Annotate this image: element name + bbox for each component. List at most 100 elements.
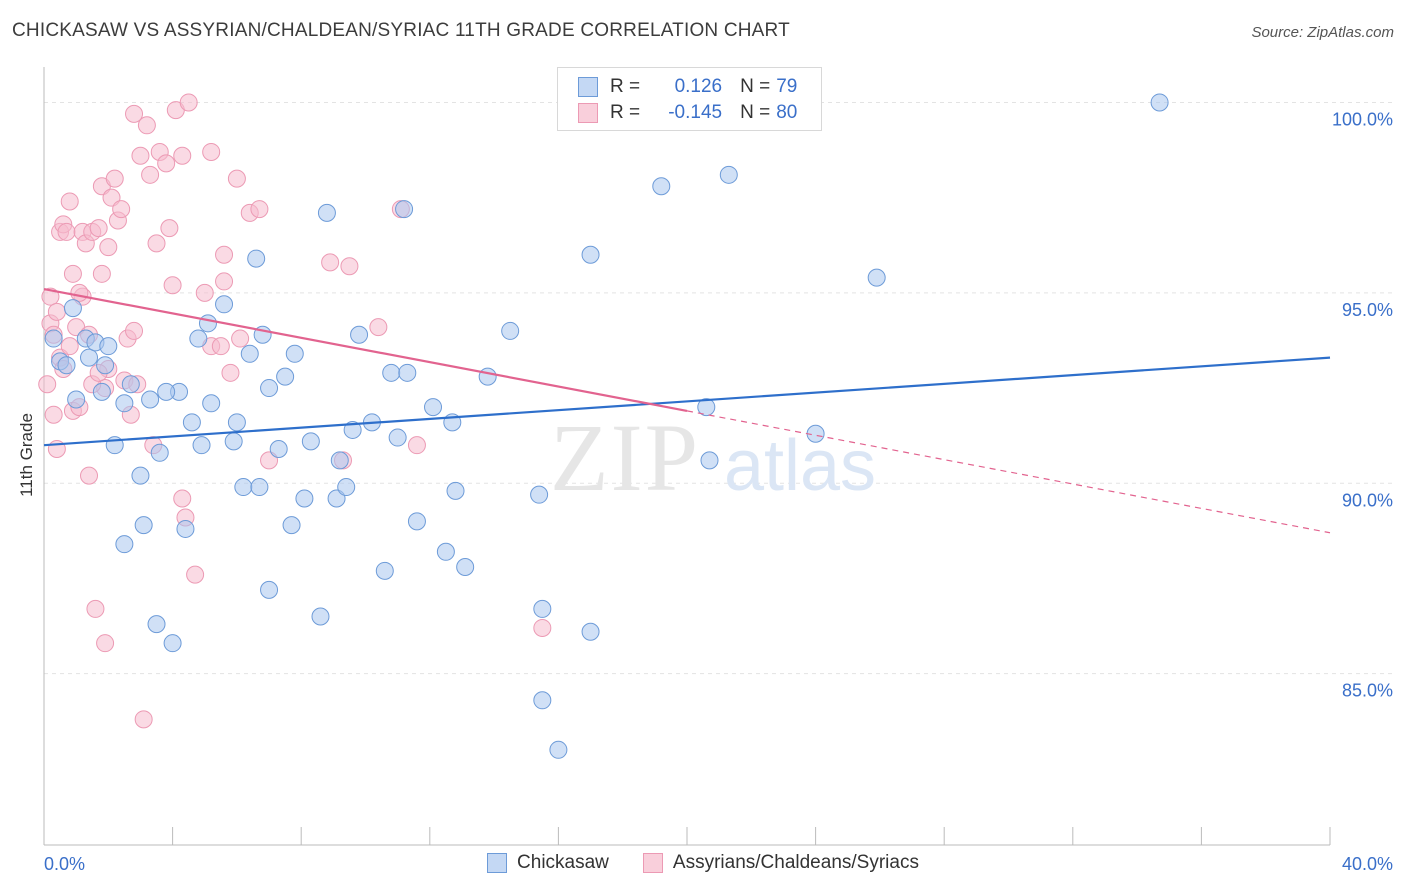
data-point-assyrians	[173, 489, 192, 508]
legend-row-chickasaw: R = 0.126 N = 79	[578, 75, 797, 99]
data-point-chickasaw	[192, 436, 211, 455]
data-point-chickasaw	[388, 428, 407, 447]
data-point-chickasaw	[269, 439, 288, 458]
data-point-chickasaw	[311, 607, 330, 626]
data-point-chickasaw	[867, 268, 886, 287]
x-tick-label: 0.0%	[44, 854, 85, 874]
data-point-assyrians	[38, 375, 57, 394]
data-point-assyrians	[147, 234, 166, 253]
data-point-chickasaw	[141, 390, 160, 409]
data-point-chickasaw	[424, 398, 443, 417]
data-point-assyrians	[112, 200, 131, 219]
data-point-assyrians	[340, 257, 359, 276]
data-point-chickasaw	[227, 413, 246, 432]
data-point-assyrians	[44, 405, 63, 424]
data-point-chickasaw	[301, 432, 320, 451]
bottom-legend-label: Chickasaw	[517, 852, 609, 873]
data-point-chickasaw	[407, 512, 426, 531]
source-credit: Source: ZipAtlas.com	[1251, 24, 1394, 41]
data-point-assyrians	[60, 337, 79, 356]
data-point-chickasaw	[530, 485, 549, 504]
data-point-chickasaw	[176, 519, 195, 538]
data-point-assyrians	[231, 329, 250, 348]
data-point-chickasaw	[652, 177, 671, 196]
data-point-chickasaw	[224, 432, 243, 451]
data-point-chickasaw	[115, 535, 134, 554]
data-point-assyrians	[173, 146, 192, 165]
data-point-chickasaw	[398, 363, 417, 382]
data-point-assyrians	[105, 169, 124, 188]
data-point-chickasaw	[250, 478, 269, 497]
data-point-assyrians	[163, 276, 182, 295]
data-point-chickasaw	[134, 516, 153, 535]
data-point-chickasaw	[581, 245, 600, 264]
data-point-chickasaw	[285, 344, 304, 363]
data-point-assyrians	[131, 146, 150, 165]
data-point-assyrians	[63, 264, 82, 283]
data-point-assyrians	[141, 165, 160, 184]
bottom-legend-label: Assyrians/Chaldeans/Syriacs	[672, 852, 919, 873]
axes	[43, 67, 1331, 846]
data-point-chickasaw	[147, 615, 166, 634]
data-point-chickasaw	[182, 413, 201, 432]
data-point-assyrians	[157, 154, 176, 173]
data-point-assyrians	[134, 710, 153, 729]
tick-labels: 85.0% 90.0% 95.0% 100.0% 0.0% 40.0%	[44, 109, 1393, 874]
data-point-chickasaw	[282, 516, 301, 535]
data-point-assyrians	[407, 436, 426, 455]
data-point-chickasaw	[533, 691, 552, 710]
data-point-chickasaw	[67, 390, 86, 409]
data-point-chickasaw	[131, 466, 150, 485]
data-point-chickasaw	[96, 356, 115, 375]
gridlines	[44, 101, 1395, 675]
y-tick-label: 85.0%	[1342, 681, 1393, 701]
watermark-atlas: atlas	[724, 426, 876, 506]
data-point-chickasaw	[189, 329, 208, 348]
data-point-assyrians	[70, 283, 89, 302]
data-point-chickasaw	[92, 382, 111, 401]
legend-n-label: N =	[740, 102, 771, 123]
data-point-assyrians	[211, 337, 230, 356]
data-point-chickasaw	[700, 451, 719, 470]
bottom-legend-swatch-blue	[487, 853, 508, 873]
chart-title: CHICKASAW VS ASSYRIAN/CHALDEAN/SYRIAC 11…	[12, 20, 790, 41]
bottom-legend: Chickasaw Assyrians/Chaldeans/Syriacs	[0, 852, 1406, 874]
data-point-chickasaw	[163, 634, 182, 653]
x-tick-label: 40.0%	[1342, 854, 1393, 874]
legend-swatch-blue	[578, 77, 598, 97]
y-axis-label: 11th Grade	[17, 413, 36, 497]
data-point-chickasaw	[382, 363, 401, 382]
data-point-chickasaw	[350, 325, 369, 344]
trend-line-assyrians	[43, 287, 688, 412]
data-point-chickasaw	[260, 580, 279, 599]
bottom-legend-assyrians: Assyrians/Chaldeans/Syriacs	[642, 852, 919, 874]
y-tick-label: 95.0%	[1342, 300, 1393, 320]
data-point-chickasaw	[549, 740, 568, 759]
data-point-assyrians	[99, 238, 118, 257]
data-point-chickasaw	[581, 622, 600, 641]
data-point-assyrians	[47, 302, 66, 321]
data-point-assyrians	[96, 634, 115, 653]
legend-n-label: N =	[740, 76, 771, 97]
data-point-assyrians	[369, 318, 388, 337]
data-point-chickasaw	[337, 478, 356, 497]
data-point-chickasaw	[343, 420, 362, 439]
data-point-chickasaw	[247, 249, 266, 268]
data-point-chickasaw	[234, 478, 253, 497]
data-point-chickasaw	[436, 542, 455, 561]
data-point-assyrians	[60, 192, 79, 211]
data-point-assyrians	[86, 599, 105, 618]
legend-n-value: 80	[776, 102, 798, 123]
legend-swatch-pink	[578, 103, 598, 123]
data-point-assyrians	[195, 283, 214, 302]
data-point-assyrians	[321, 253, 340, 272]
data-point-assyrians	[137, 116, 156, 135]
legend-r-label: R =	[610, 102, 641, 123]
watermark-zip: ZIP	[550, 404, 700, 511]
data-point-chickasaw	[317, 203, 336, 222]
data-point-assyrians	[57, 222, 76, 241]
data-point-assyrians	[215, 245, 234, 264]
data-point-assyrians	[160, 219, 179, 238]
data-point-assyrians	[125, 321, 144, 340]
legend-row-assyrians: R = -0.145 N = 80	[578, 101, 797, 125]
